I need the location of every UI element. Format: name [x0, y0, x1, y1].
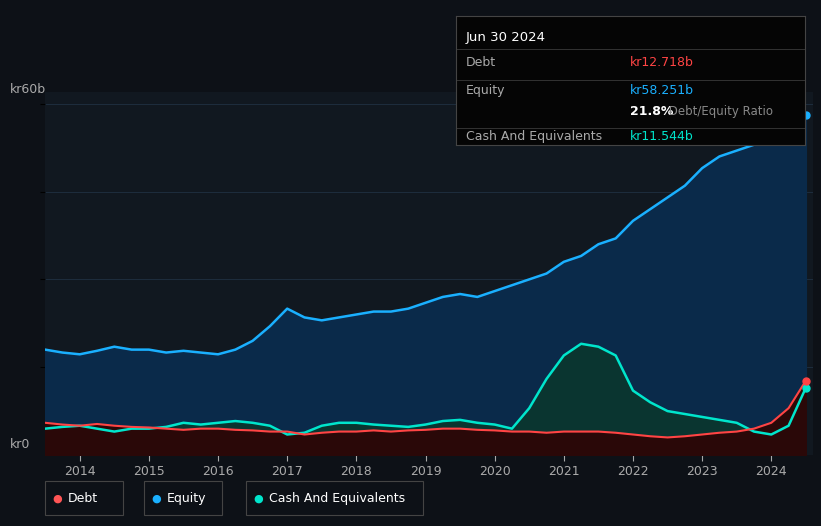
- Text: Cash And Equivalents: Cash And Equivalents: [466, 130, 603, 144]
- Text: kr58.251b: kr58.251b: [631, 84, 694, 97]
- Text: Equity: Equity: [466, 84, 506, 97]
- Text: Debt: Debt: [466, 56, 496, 69]
- Text: ●: ●: [254, 493, 264, 504]
- Text: kr12.718b: kr12.718b: [631, 56, 694, 69]
- Text: Equity: Equity: [167, 492, 206, 505]
- Text: Jun 30 2024: Jun 30 2024: [466, 31, 546, 44]
- Text: Debt: Debt: [68, 492, 99, 505]
- Text: Debt/Equity Ratio: Debt/Equity Ratio: [665, 105, 773, 118]
- Text: ●: ●: [151, 493, 161, 504]
- Text: 21.8%: 21.8%: [631, 105, 673, 118]
- Text: kr11.544b: kr11.544b: [631, 130, 694, 144]
- Text: kr60b: kr60b: [10, 83, 46, 96]
- Text: kr0: kr0: [10, 438, 30, 451]
- Text: Cash And Equivalents: Cash And Equivalents: [269, 492, 406, 505]
- Text: ●: ●: [53, 493, 62, 504]
